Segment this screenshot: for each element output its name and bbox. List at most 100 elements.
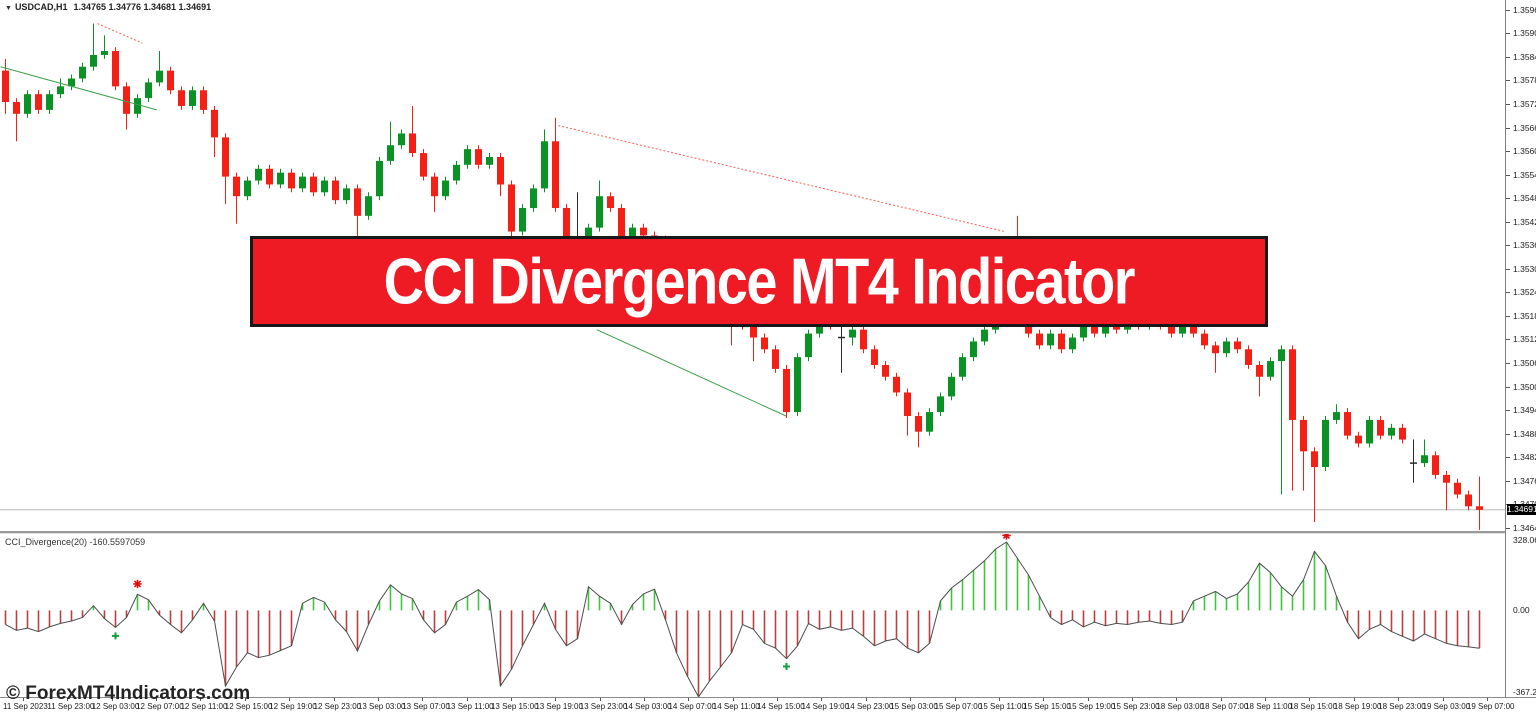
price-axis-tick xyxy=(1506,80,1510,82)
time-axis-label: 18 Sep 23:00 xyxy=(1378,702,1426,711)
time-axis-tick xyxy=(422,698,424,701)
time-axis-label: 18 Sep 11:00 xyxy=(1245,702,1293,711)
price-axis-tick xyxy=(1506,480,1510,482)
sell-signal-marker xyxy=(133,579,142,589)
time-axis-tick xyxy=(1220,698,1222,701)
price-axis-tick xyxy=(1506,363,1510,365)
time-axis-tick xyxy=(954,698,956,701)
time-axis-tick xyxy=(200,698,202,701)
chevron-down-icon[interactable]: ▼ xyxy=(5,5,12,12)
time-axis-label: 12 Sep 07:00 xyxy=(136,702,184,711)
price-axis-tick xyxy=(1506,410,1510,412)
time-axis-tick xyxy=(1132,698,1133,701)
price-axis-tick xyxy=(1506,527,1510,529)
panel-splitter[interactable] xyxy=(0,531,1536,534)
price-axis-tick xyxy=(1506,127,1510,129)
time-axis-tick xyxy=(555,698,557,701)
time-axis-label: 14 Sep 19:00 xyxy=(801,702,850,711)
time-axis-tick xyxy=(1309,698,1311,701)
time-axis-label: 15 Sep 15:00 xyxy=(1023,702,1071,711)
price-axis-tick xyxy=(1506,56,1510,58)
time-axis-tick xyxy=(777,698,779,701)
time-axis-tick xyxy=(688,698,690,701)
price-axis-label: 1.34645 xyxy=(1513,522,1536,533)
time-axis-tick xyxy=(244,698,246,701)
time-axis-label: 18 Sep 19:00 xyxy=(1333,702,1382,711)
time-axis-label: 14 Sep 15:00 xyxy=(757,702,805,711)
price-axis-tick xyxy=(1506,33,1510,35)
time-axis-label: 19 Sep 07:00 xyxy=(1466,702,1515,711)
time-axis-label: 18 Sep 03:00 xyxy=(1156,702,1204,711)
price-axis-label: 1.34945 xyxy=(1513,405,1536,416)
time-axis-tick xyxy=(998,698,1000,701)
time-axis-tick xyxy=(111,698,113,701)
price-axis-tick xyxy=(1506,104,1510,105)
current-price-value: 1.34691 xyxy=(1507,504,1536,515)
price-axis-tick xyxy=(1506,457,1510,459)
price-axis-tick xyxy=(1506,433,1510,435)
price-axis-label: 1.35905 xyxy=(1513,28,1536,39)
indicator-name-label: CCI_Divergence(20) -160.5597059 xyxy=(5,537,146,547)
price-axis-label: 1.35785 xyxy=(1513,75,1536,86)
banner-title: CCI Divergence MT4 Indicator xyxy=(383,245,1136,318)
time-axis-label: 15 Sep 07:00 xyxy=(934,702,983,711)
time-axis-tick xyxy=(1442,698,1444,701)
price-axis-label: 1.35605 xyxy=(1513,146,1536,157)
time-axis[interactable]: 11 Sep 2023 11 Sep 23:00 12 Sep 03:00 12 Se… xyxy=(0,698,1536,715)
sell-signal-marker xyxy=(1002,533,1011,540)
price-axis-label: 1.35185 xyxy=(1513,310,1536,321)
ohlc-readout: 1.34765 1.34776 1.34681 1.34691 xyxy=(73,2,212,12)
buy-signal-marker xyxy=(783,663,790,671)
time-axis-tick xyxy=(1087,698,1089,701)
time-axis-tick xyxy=(732,698,734,701)
time-axis-label: 13 Sep 03:00 xyxy=(357,702,406,711)
time-axis-tick xyxy=(644,698,646,701)
chart-title-overlay: ▼ USDCAD,H1 1.34765 1.34776 1.34681 1.3469… xyxy=(5,2,211,12)
price-axis-label: 1.35545 xyxy=(1513,169,1536,180)
time-axis-label: 13 Sep 11:00 xyxy=(446,702,494,711)
price-axis[interactable]: 1.34691 1.35965 1.35905 1.35845 1.35785 1.35… xyxy=(1505,0,1536,697)
time-axis-tick xyxy=(289,698,291,701)
price-axis-tick xyxy=(1506,174,1510,176)
price-axis-label: 1.35125 xyxy=(1513,334,1536,345)
time-axis-divider xyxy=(0,697,1536,698)
time-axis-label: 18 Sep 07:00 xyxy=(1200,702,1249,711)
time-axis-label: 11 Sep 2023 xyxy=(3,702,48,711)
price-axis-label: 1.35065 xyxy=(1513,358,1536,369)
time-axis-label: 12 Sep 03:00 xyxy=(91,702,140,711)
time-axis-tick xyxy=(466,698,468,701)
time-axis-tick xyxy=(1176,698,1178,701)
price-axis-label: 1.34825 xyxy=(1513,452,1536,463)
time-axis-label: 13 Sep 15:00 xyxy=(490,702,539,711)
price-axis-tick xyxy=(1506,268,1510,270)
price-axis-label: 1.35725 xyxy=(1513,99,1536,109)
time-axis-tick xyxy=(865,698,867,701)
time-axis-tick xyxy=(1398,698,1400,701)
time-axis-tick xyxy=(377,698,379,701)
price-axis-label: 1.35005 xyxy=(1513,381,1536,392)
price-axis-label: 1.35485 xyxy=(1513,193,1536,204)
time-axis-tick xyxy=(333,698,335,701)
time-axis-tick xyxy=(821,698,823,701)
time-axis-tick xyxy=(599,698,601,701)
time-axis-tick xyxy=(510,698,512,701)
price-axis-label: 1.35845 xyxy=(1513,51,1536,62)
time-axis-label: 14 Sep 23:00 xyxy=(845,702,894,711)
time-axis-label: 13 Sep 07:00 xyxy=(402,702,450,711)
price-axis-tick xyxy=(1506,221,1510,223)
price-axis-label: 1.35245 xyxy=(1513,287,1536,298)
indicator-axis-label: 0.00 xyxy=(1513,605,1530,616)
time-axis-label: 12 Sep 19:00 xyxy=(269,702,317,711)
time-axis-tick xyxy=(1043,698,1045,701)
time-axis-tick xyxy=(67,698,69,701)
time-axis-label: 13 Sep 23:00 xyxy=(579,702,628,711)
time-axis-tick xyxy=(1265,698,1267,701)
price-axis-label: 1.34885 xyxy=(1513,428,1536,439)
cci-histogram-chart[interactable] xyxy=(0,533,1505,697)
price-axis-label: 1.35365 xyxy=(1513,240,1536,251)
time-axis-label: 12 Sep 11:00 xyxy=(180,702,228,711)
time-axis-tick xyxy=(910,698,912,701)
time-axis-label: 14 Sep 03:00 xyxy=(624,702,672,711)
time-axis-label: 18 Sep 15:00 xyxy=(1289,702,1338,711)
price-axis-label: 1.35665 xyxy=(1513,122,1536,133)
